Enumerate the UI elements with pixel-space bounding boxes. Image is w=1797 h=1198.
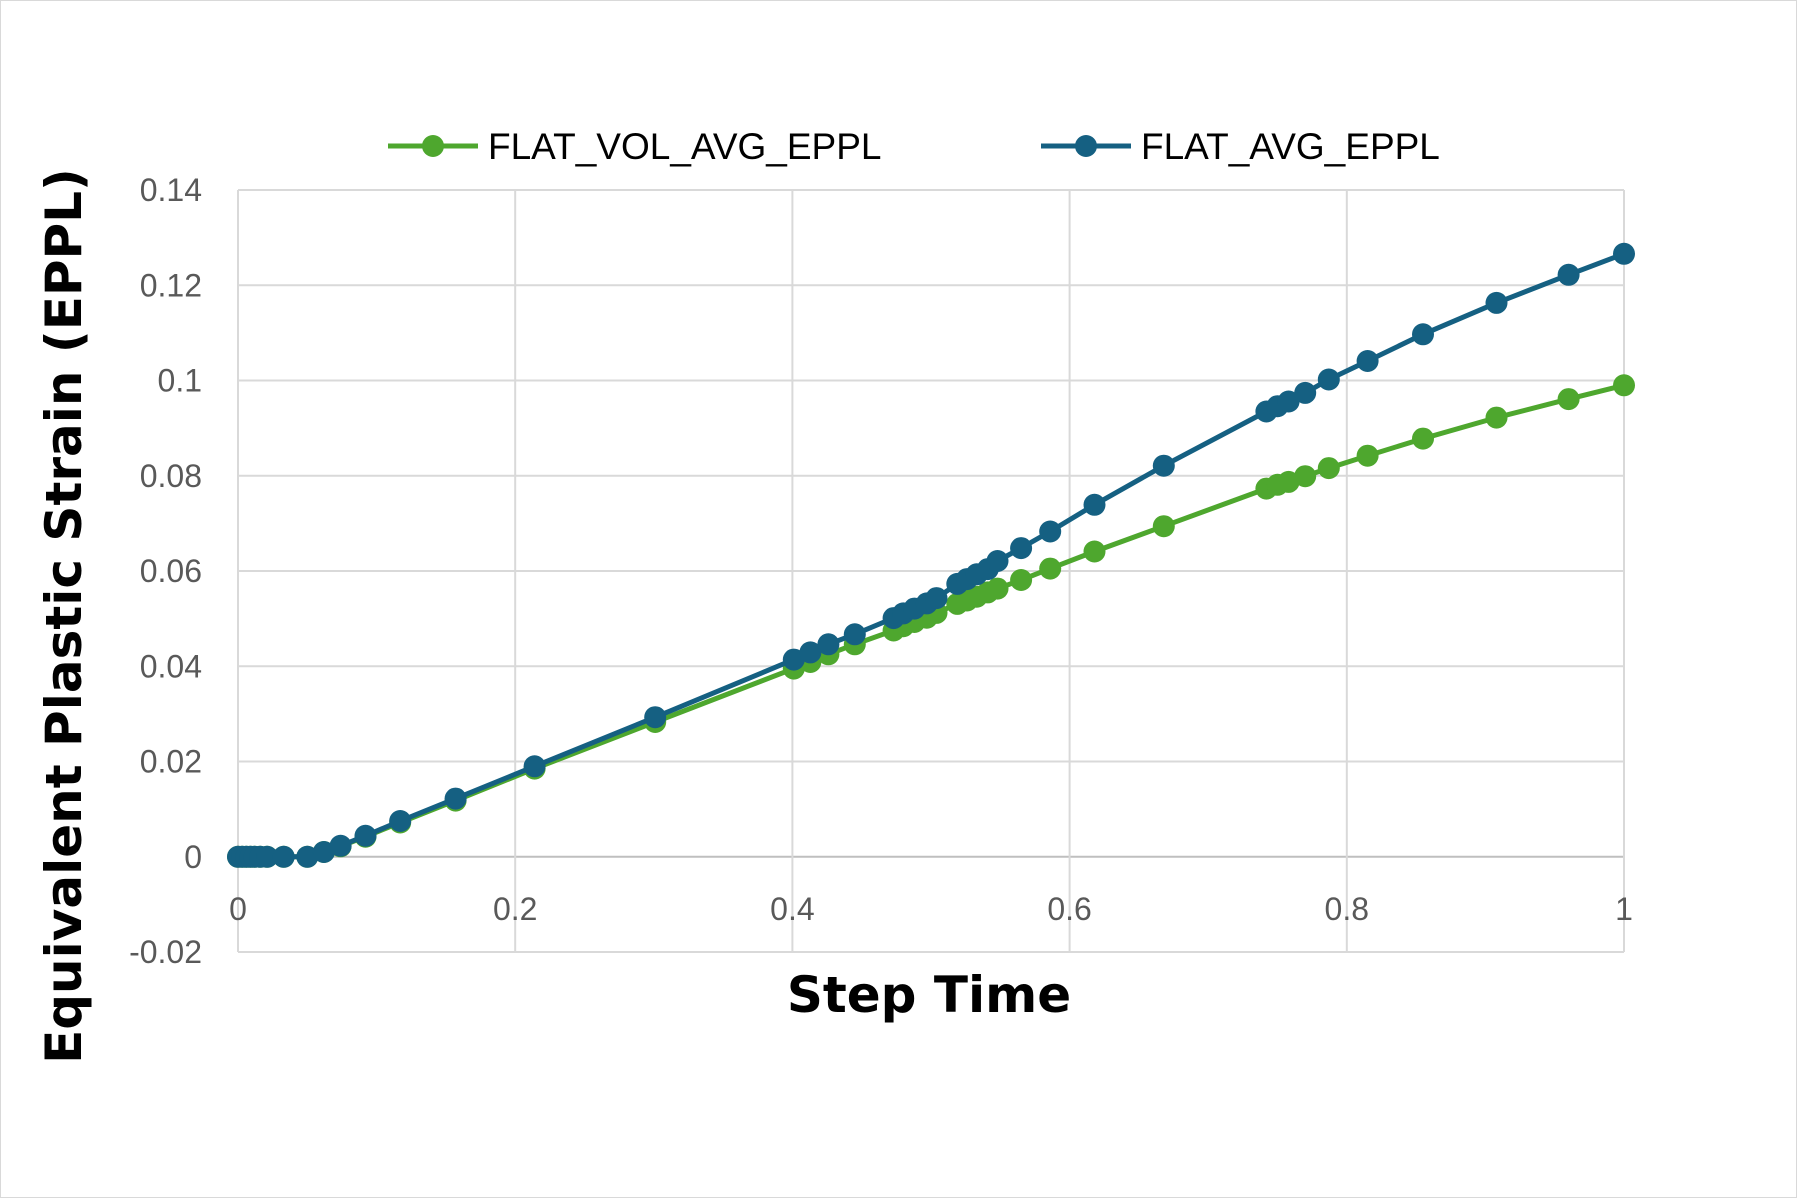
y-axis-title: Equivalent Plastic Strain (EPPL) xyxy=(35,168,93,1064)
x-tick-label: 0.2 xyxy=(493,891,537,927)
data-point xyxy=(1083,493,1106,516)
x-tick-label: 0.4 xyxy=(770,891,814,927)
series-flat-vol-avg-eppl xyxy=(227,374,1635,868)
data-point xyxy=(1557,388,1580,411)
x-tick-label: 0.8 xyxy=(1325,891,1369,927)
legend: FLAT_VOL_AVG_EPPL FLAT_AVG_EPPL xyxy=(388,126,1440,167)
data-point xyxy=(1613,374,1635,397)
x-axis-title: Step Time xyxy=(787,966,1071,1024)
x-tick-label: 0 xyxy=(229,891,247,927)
legend-entry: FLAT_VOL_AVG_EPPL xyxy=(388,126,882,167)
data-point xyxy=(817,633,840,656)
data-point xyxy=(782,648,805,671)
data-point xyxy=(1412,323,1434,346)
data-point xyxy=(1010,537,1033,560)
legend-swatch-marker xyxy=(422,135,444,157)
y-tick-label: -0.02 xyxy=(129,934,202,970)
series-flat-avg-eppl xyxy=(227,242,1635,868)
data-point xyxy=(1412,427,1434,450)
legend-label: FLAT_VOL_AVG_EPPL xyxy=(488,126,882,167)
data-point xyxy=(329,834,352,857)
data-point xyxy=(444,787,467,810)
data-point xyxy=(1294,465,1317,488)
data-point xyxy=(1277,470,1300,493)
data-point xyxy=(1317,457,1340,480)
data-point xyxy=(1356,350,1379,372)
data-point xyxy=(256,845,279,868)
data-point xyxy=(1277,390,1300,413)
x-tick-label: 0.6 xyxy=(1047,891,1091,927)
legend-entry: FLAT_AVG_EPPL xyxy=(1041,126,1440,167)
data-point xyxy=(843,623,866,646)
y-tick-label: 0.08 xyxy=(140,458,202,494)
data-point xyxy=(389,810,412,832)
data-point xyxy=(272,845,295,868)
data-point xyxy=(799,641,822,664)
x-tick-label: 1 xyxy=(1615,891,1633,927)
y-tick-label: 0.06 xyxy=(140,553,202,589)
series-line xyxy=(238,251,1625,860)
data-point xyxy=(1356,444,1379,467)
data-point xyxy=(1613,242,1635,265)
legend-label: FLAT_AVG_EPPL xyxy=(1141,126,1440,167)
data-point xyxy=(986,577,1009,600)
y-tick-label: 0.1 xyxy=(158,363,202,399)
data-point xyxy=(1557,263,1580,286)
data-point xyxy=(1039,520,1062,543)
legend-swatch-marker xyxy=(1075,135,1097,157)
data-point xyxy=(1010,569,1033,591)
y-tick-label: 0.02 xyxy=(140,744,202,780)
data-point xyxy=(1485,406,1508,429)
data-point xyxy=(644,706,667,729)
data-point xyxy=(1317,368,1340,391)
data-point xyxy=(986,550,1009,572)
data-point xyxy=(354,824,377,847)
data-point xyxy=(1485,291,1508,314)
grid-layer xyxy=(237,189,1625,953)
data-point xyxy=(312,841,335,863)
data-point xyxy=(1083,540,1106,563)
axis-layer: -0.02 0 0.02 0.04 0.06 0.08 0.1 0.12 0.14 0 0.2 0.4… xyxy=(129,172,1633,970)
y-tick-label: 0 xyxy=(184,839,202,875)
series-layer xyxy=(227,242,1635,868)
data-point xyxy=(1152,454,1175,477)
data-point xyxy=(1039,557,1062,580)
y-tick-label: 0.04 xyxy=(140,648,202,684)
data-point xyxy=(1294,381,1317,404)
y-tick-label: 0.14 xyxy=(140,172,202,208)
data-point xyxy=(523,755,546,778)
y-tick-label: 0.12 xyxy=(140,267,202,303)
data-point xyxy=(925,587,948,610)
data-point xyxy=(1152,515,1175,538)
data-point xyxy=(296,845,319,868)
